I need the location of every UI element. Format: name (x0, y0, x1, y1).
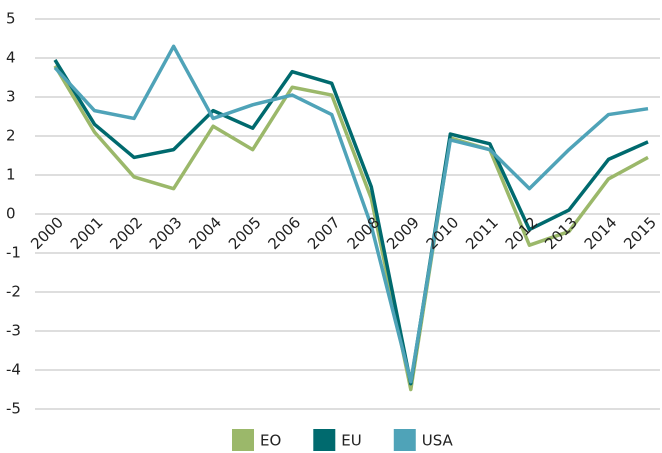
legend-swatch (393, 429, 416, 451)
y-tick-label: -3 (6, 322, 21, 340)
legend: EO EU USA (232, 429, 454, 451)
x-tick-label: 2005 (225, 213, 265, 253)
x-tick-label: 2012 (502, 213, 542, 253)
x-tick-label: 2004 (185, 213, 225, 253)
y-tick-label: 2 (6, 127, 16, 145)
x-tick-label: 2000 (27, 213, 67, 253)
x-tick-label: 2009 (383, 213, 423, 253)
series-line (53, 64, 649, 392)
x-tick-label: 2002 (106, 213, 146, 253)
x-tick-label: 2003 (146, 213, 186, 253)
y-tick-label: 4 (6, 49, 16, 67)
y-tick-label: -1 (6, 244, 21, 262)
x-tick-label: 2010 (423, 213, 463, 253)
y-tick-label: -2 (6, 283, 21, 301)
legend-swatch (232, 429, 254, 451)
x-tick-label: 2011 (462, 213, 502, 253)
y-tick-label: -5 (6, 400, 21, 418)
x-tick-label: 2001 (67, 213, 107, 253)
y-tick-label: -4 (6, 361, 21, 379)
legend-label: EU (341, 432, 361, 450)
x-tick-label: 2014 (581, 213, 621, 253)
x-tick-label: 2015 (620, 213, 660, 253)
legend-label: USA (422, 432, 454, 450)
y-tick-label: 1 (6, 166, 16, 184)
y-tick-label: 3 (6, 88, 16, 106)
x-tick-label: 2006 (264, 213, 304, 253)
series-line (53, 44, 649, 384)
y-tick-label: 5 (6, 10, 16, 28)
x-tick-label: 2007 (304, 213, 344, 253)
series-line (53, 59, 649, 386)
y-tick-label: 0 (6, 205, 16, 223)
legend-swatch (313, 429, 336, 451)
legend-label: EO (260, 432, 281, 450)
